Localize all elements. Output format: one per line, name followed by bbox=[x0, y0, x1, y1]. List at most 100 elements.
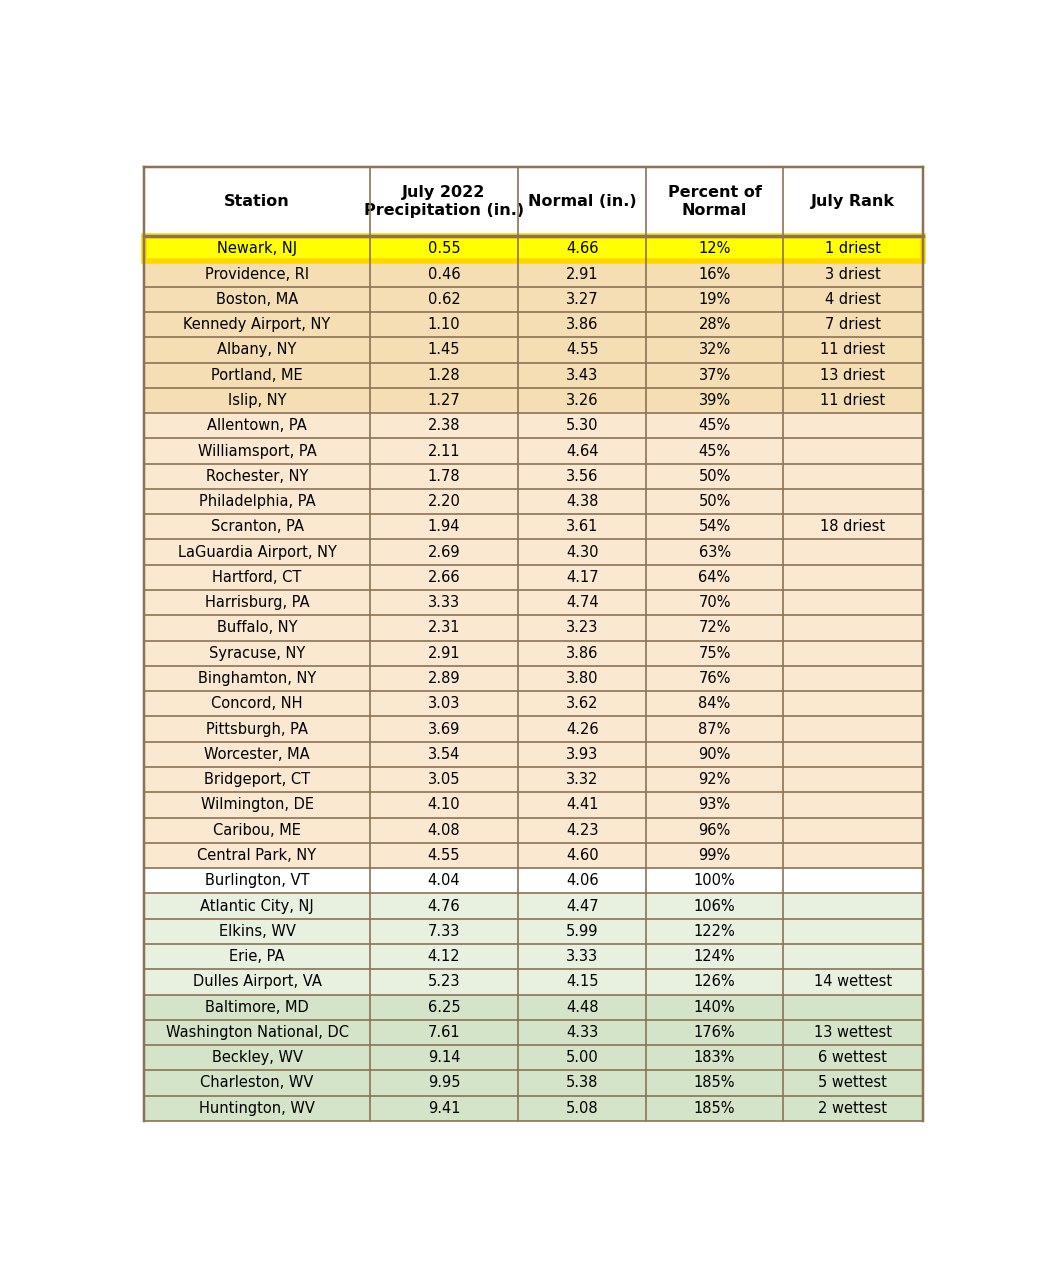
Text: 4.38: 4.38 bbox=[566, 495, 599, 509]
Text: 3.80: 3.80 bbox=[566, 671, 599, 686]
Text: 3 driest: 3 driest bbox=[824, 266, 881, 282]
Text: Elkins, WV: Elkins, WV bbox=[219, 924, 296, 938]
Text: 63%: 63% bbox=[699, 544, 731, 560]
Text: 0.55: 0.55 bbox=[428, 241, 460, 256]
Text: 96%: 96% bbox=[699, 822, 731, 838]
Bar bbox=[144, 616, 923, 640]
Text: 9.95: 9.95 bbox=[428, 1076, 460, 1090]
Text: 3.61: 3.61 bbox=[566, 519, 599, 534]
Text: 9.41: 9.41 bbox=[428, 1100, 460, 1116]
Text: 13 wettest: 13 wettest bbox=[814, 1025, 892, 1040]
Text: 4.06: 4.06 bbox=[566, 873, 599, 889]
Bar bbox=[144, 944, 923, 969]
Text: 5.23: 5.23 bbox=[428, 974, 460, 989]
Bar bbox=[144, 539, 923, 565]
Text: 11 driest: 11 driest bbox=[820, 393, 886, 408]
Text: 3.23: 3.23 bbox=[566, 621, 599, 635]
Text: 3.05: 3.05 bbox=[428, 773, 460, 787]
Text: 12%: 12% bbox=[699, 241, 731, 256]
Text: 90%: 90% bbox=[699, 747, 731, 762]
Text: 3.33: 3.33 bbox=[566, 949, 599, 964]
Bar bbox=[144, 843, 923, 868]
Text: Erie, PA: Erie, PA bbox=[229, 949, 285, 964]
Text: 2.38: 2.38 bbox=[428, 418, 460, 434]
Text: Station: Station bbox=[224, 194, 289, 209]
Text: 28%: 28% bbox=[699, 317, 731, 332]
Text: Worcester, MA: Worcester, MA bbox=[204, 747, 310, 762]
Bar bbox=[144, 969, 923, 994]
Text: 3.93: 3.93 bbox=[566, 747, 599, 762]
Text: 3.56: 3.56 bbox=[566, 469, 599, 483]
Bar bbox=[144, 590, 923, 616]
Text: 4.60: 4.60 bbox=[566, 848, 599, 863]
Bar bbox=[144, 565, 923, 590]
Text: Hartford, CT: Hartford, CT bbox=[212, 570, 302, 585]
Bar bbox=[144, 1095, 923, 1121]
Text: 9.14: 9.14 bbox=[428, 1051, 460, 1065]
Text: 4.33: 4.33 bbox=[566, 1025, 599, 1040]
Text: Wilmington, DE: Wilmington, DE bbox=[201, 797, 313, 812]
Text: 183%: 183% bbox=[694, 1051, 735, 1065]
Text: 50%: 50% bbox=[699, 469, 731, 483]
Text: Beckley, WV: Beckley, WV bbox=[211, 1051, 303, 1065]
Bar bbox=[144, 768, 923, 792]
Bar bbox=[144, 338, 923, 362]
Text: Pittsburgh, PA: Pittsburgh, PA bbox=[206, 722, 308, 737]
Text: Providence, RI: Providence, RI bbox=[205, 266, 309, 282]
Text: 1.78: 1.78 bbox=[428, 469, 460, 483]
Bar bbox=[144, 236, 923, 261]
Text: 4 driest: 4 driest bbox=[824, 292, 881, 307]
Text: Portland, ME: Portland, ME bbox=[211, 367, 303, 382]
Text: 185%: 185% bbox=[694, 1100, 735, 1116]
Text: 124%: 124% bbox=[693, 949, 735, 964]
Text: 4.66: 4.66 bbox=[566, 241, 599, 256]
Text: 45%: 45% bbox=[699, 444, 731, 459]
Bar bbox=[144, 994, 923, 1020]
Text: 2 wettest: 2 wettest bbox=[818, 1100, 887, 1116]
Text: Philadelphia, PA: Philadelphia, PA bbox=[199, 495, 315, 509]
Text: Atlantic City, NJ: Atlantic City, NJ bbox=[200, 899, 314, 913]
Text: 4.74: 4.74 bbox=[566, 595, 599, 611]
Text: 4.08: 4.08 bbox=[428, 822, 460, 838]
Text: 1.45: 1.45 bbox=[428, 343, 460, 357]
Text: 76%: 76% bbox=[699, 671, 731, 686]
Text: Burlington, VT: Burlington, VT bbox=[205, 873, 309, 889]
Text: 4.12: 4.12 bbox=[428, 949, 460, 964]
Bar bbox=[144, 1046, 923, 1070]
Text: 4.55: 4.55 bbox=[566, 343, 599, 357]
Bar bbox=[144, 640, 923, 666]
Text: 3.62: 3.62 bbox=[566, 696, 599, 711]
Text: Boston, MA: Boston, MA bbox=[215, 292, 298, 307]
Text: 5.00: 5.00 bbox=[566, 1051, 599, 1065]
Text: 18 driest: 18 driest bbox=[820, 519, 886, 534]
Bar bbox=[144, 792, 923, 817]
Text: July Rank: July Rank bbox=[811, 194, 895, 209]
Text: 1.27: 1.27 bbox=[428, 393, 460, 408]
Text: 2.31: 2.31 bbox=[428, 621, 460, 635]
Text: 1.10: 1.10 bbox=[428, 317, 460, 332]
Text: 6 wettest: 6 wettest bbox=[818, 1051, 887, 1065]
Bar bbox=[144, 236, 923, 261]
Text: Bridgeport, CT: Bridgeport, CT bbox=[204, 773, 310, 787]
Text: 140%: 140% bbox=[693, 1000, 735, 1015]
Text: 3.69: 3.69 bbox=[428, 722, 460, 737]
Text: 3.32: 3.32 bbox=[566, 773, 599, 787]
Text: 11 driest: 11 driest bbox=[820, 343, 886, 357]
Bar bbox=[144, 167, 923, 236]
Text: 2.20: 2.20 bbox=[428, 495, 460, 509]
Text: 3.26: 3.26 bbox=[566, 393, 599, 408]
Text: Allentown, PA: Allentown, PA bbox=[207, 418, 307, 434]
Text: Concord, NH: Concord, NH bbox=[211, 696, 303, 711]
Text: Rochester, NY: Rochester, NY bbox=[206, 469, 308, 483]
Bar bbox=[144, 388, 923, 413]
Text: 6.25: 6.25 bbox=[428, 1000, 460, 1015]
Bar bbox=[144, 1020, 923, 1045]
Text: Syracuse, NY: Syracuse, NY bbox=[209, 645, 305, 660]
Bar bbox=[144, 868, 923, 894]
Bar bbox=[144, 287, 923, 312]
Text: 4.64: 4.64 bbox=[566, 444, 599, 459]
Text: 0.62: 0.62 bbox=[428, 292, 460, 307]
Text: 87%: 87% bbox=[699, 722, 731, 737]
Text: 185%: 185% bbox=[694, 1076, 735, 1090]
Bar bbox=[144, 742, 923, 768]
